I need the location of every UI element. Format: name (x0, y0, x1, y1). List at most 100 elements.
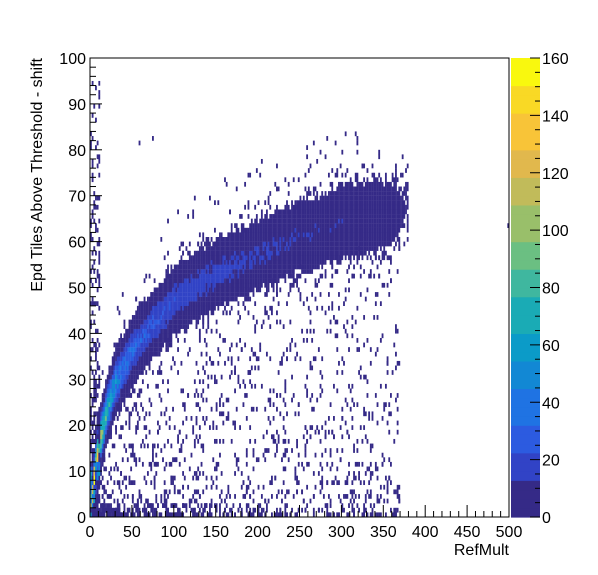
heatmap-cell (262, 319, 265, 325)
heatmap-cell (284, 388, 287, 394)
heatmap-cell (177, 287, 179, 293)
heatmap-cell (90, 269, 92, 274)
heatmap-cell (146, 383, 149, 389)
heatmap-cell (197, 292, 200, 297)
heatmap-cell (120, 397, 122, 403)
heatmap-cell (214, 287, 216, 293)
heatmap-cell (257, 503, 260, 508)
heatmap-cell (376, 218, 379, 224)
heatmap-cell (282, 416, 285, 421)
heatmap-cell (158, 370, 161, 375)
heatmap-cell (277, 186, 280, 192)
color-scale-segment (511, 324, 540, 334)
heatmap-cell (341, 448, 344, 453)
heatmap-cell (369, 241, 372, 247)
heatmap-cell (311, 250, 314, 256)
heatmap-cell (242, 278, 245, 284)
heatmap-cell (292, 393, 295, 398)
heatmap-cell (128, 416, 131, 421)
heatmap-cell (100, 512, 102, 518)
heatmap-cell (225, 278, 228, 284)
heatmap-cell (215, 296, 218, 302)
heatmap-cell (188, 259, 191, 265)
heatmap-cell (91, 512, 94, 518)
heatmap-cell (128, 374, 131, 380)
heatmap-cell (91, 507, 94, 513)
heatmap-cell (292, 177, 295, 183)
heatmap-cell (245, 273, 248, 279)
heatmap-cell (281, 356, 283, 362)
heatmap-cell (267, 269, 270, 274)
heatmap-cell (374, 227, 377, 233)
heatmap-cell (128, 420, 131, 426)
heatmap-cell (299, 356, 302, 362)
heatmap-cell (348, 246, 350, 251)
heatmap-cell (279, 512, 282, 518)
heatmap-cell (369, 237, 372, 242)
heatmap-cell (234, 388, 236, 394)
heatmap-cell (188, 315, 191, 320)
heatmap-cell (297, 246, 300, 251)
heatmap-cell (120, 471, 122, 476)
heatmap-cell (98, 457, 101, 463)
heatmap-cell (229, 494, 231, 499)
heatmap-cell (235, 406, 238, 412)
heatmap-cell (108, 365, 111, 371)
heatmap-cell (384, 227, 387, 233)
heatmap-cell (306, 154, 309, 160)
heatmap-cell (229, 374, 231, 380)
heatmap-cell (197, 287, 200, 293)
heatmap-cell (200, 250, 203, 256)
heatmap-cell (391, 227, 394, 233)
heatmap-cell (183, 259, 186, 265)
heatmap-cell (229, 237, 231, 242)
heatmap-cell (100, 416, 102, 421)
heatmap-cell (146, 328, 149, 334)
heatmap-cell (95, 475, 97, 481)
heatmap-cell (150, 324, 153, 329)
heatmap-cell (358, 218, 360, 224)
heatmap-cell (192, 282, 195, 288)
heatmap-cell (91, 370, 94, 375)
heatmap-cell (386, 255, 389, 261)
heatmap-cell (131, 443, 134, 449)
heatmap-cell (264, 269, 267, 274)
heatmap-cell (152, 296, 154, 302)
heatmap-cell (351, 227, 354, 233)
heatmap-cell (396, 484, 399, 490)
heatmap-cell (252, 227, 255, 233)
heatmap-cell (195, 269, 198, 274)
heatmap-cell (379, 246, 382, 251)
heatmap-cell (135, 315, 138, 320)
heatmap-cell (116, 466, 119, 472)
heatmap-cell (202, 232, 205, 238)
heatmap-cell (141, 324, 144, 329)
heatmap-cell (316, 237, 319, 242)
color-scale-segment (511, 158, 540, 169)
heatmap-cell (356, 237, 359, 242)
heatmap-cell (336, 200, 339, 206)
heatmap-cell (359, 181, 362, 187)
heatmap-cell (388, 186, 391, 192)
heatmap-cell (284, 209, 287, 215)
heatmap-cell (282, 425, 285, 430)
heatmap-cell (378, 227, 381, 233)
heatmap-cell (152, 512, 154, 518)
heatmap-cell (111, 402, 114, 407)
heatmap-cell (210, 246, 213, 251)
heatmap-cell (274, 218, 277, 224)
heatmap-cell (338, 200, 340, 206)
heatmap-cell (121, 498, 124, 504)
heatmap-cell (396, 393, 399, 398)
heatmap-cell (180, 388, 183, 394)
heatmap-cell (113, 507, 116, 513)
heatmap-cell (406, 237, 409, 242)
heatmap-cell (390, 204, 392, 210)
heatmap-cell (366, 181, 369, 187)
heatmap-cell (379, 200, 382, 206)
heatmap-cell (136, 374, 139, 380)
heatmap-cell (351, 223, 354, 228)
heatmap-cell (349, 259, 352, 265)
heatmap-cell (212, 296, 215, 302)
z-tick-label: 60 (542, 338, 560, 355)
